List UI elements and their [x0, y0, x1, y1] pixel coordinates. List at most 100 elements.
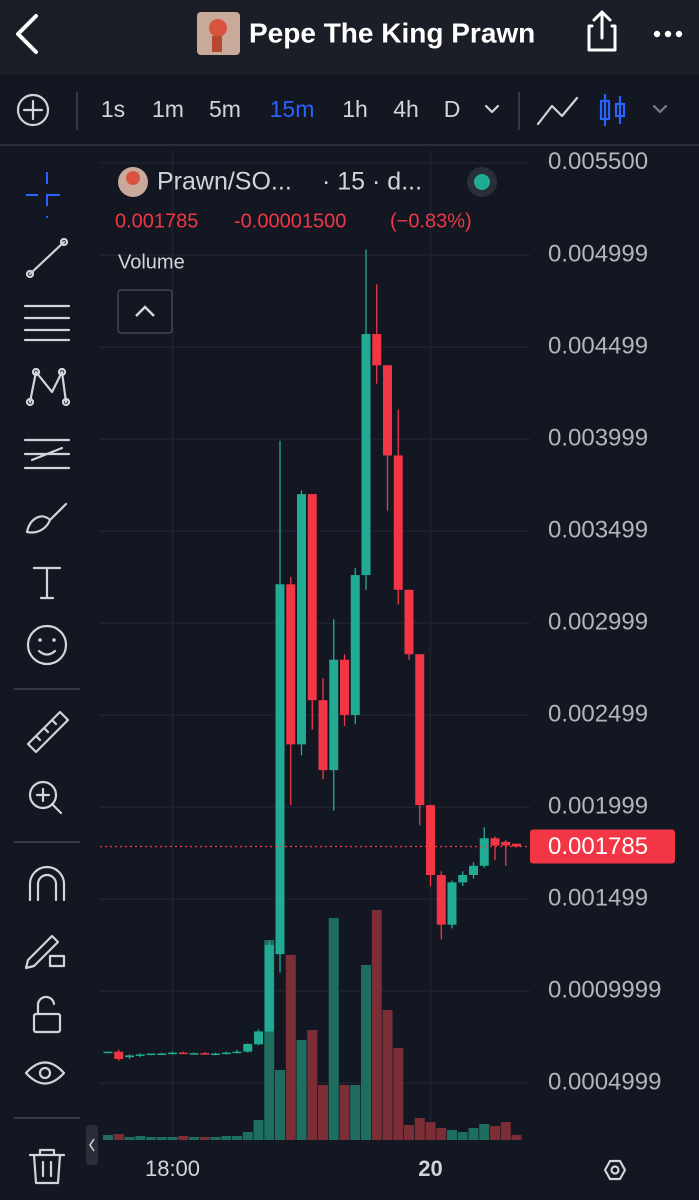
volume-bar — [296, 1040, 307, 1140]
crosshair-tool[interactable] — [26, 172, 68, 218]
sidebar-toggle[interactable] — [86, 1125, 98, 1165]
candle-body — [426, 805, 435, 876]
y-tick-label: 0.004999 — [548, 240, 648, 267]
candle-body — [221, 1052, 231, 1055]
drawing-sidebar — [14, 172, 80, 1185]
brush-tool[interactable] — [25, 502, 68, 534]
y-tick-label: 0.001499 — [548, 884, 648, 911]
price-change-pct: (−0.83%) — [390, 210, 472, 232]
candle-body — [135, 1054, 145, 1056]
magnet-tool[interactable] — [28, 865, 66, 902]
symbol-legend: Prawn/SO... · 15 · d... 0.001785 -0.0000… — [115, 167, 497, 334]
volume-bar — [135, 1136, 146, 1140]
interval-option[interactable]: 1m — [152, 96, 184, 122]
share-button[interactable] — [587, 10, 617, 52]
volume-bar — [156, 1137, 167, 1140]
candle-body — [168, 1052, 177, 1055]
line-chart-button[interactable] — [536, 96, 579, 126]
header-bar — [0, 0, 699, 75]
interval-dropdown[interactable] — [484, 104, 500, 114]
y-tick-label: 0.0009999 — [548, 976, 661, 1003]
volume-bar — [436, 1128, 447, 1140]
candle-body — [383, 365, 392, 456]
back-button[interactable] — [16, 14, 38, 54]
volume-bar — [199, 1137, 210, 1140]
candle-body — [458, 875, 468, 883]
candle-body — [157, 1053, 167, 1056]
candle-body — [307, 494, 317, 701]
interval-option[interactable]: 4h — [393, 96, 419, 122]
volume-bar — [447, 1130, 457, 1140]
volume-bar — [500, 1122, 511, 1140]
volume-bar — [393, 1048, 404, 1140]
volume-series — [103, 910, 522, 1140]
y-tick-label: 0.003499 — [548, 516, 648, 543]
last-price: 0.001785 — [115, 210, 198, 232]
ruler-tool[interactable] — [26, 710, 70, 754]
candle-chart-button[interactable] — [599, 94, 626, 126]
volume-bar — [328, 918, 339, 1140]
market-status — [474, 174, 490, 190]
lock-drawing-tool[interactable] — [24, 934, 66, 970]
candle-body — [512, 843, 521, 847]
candle-body — [469, 865, 478, 876]
interval-option[interactable]: 1s — [101, 96, 125, 122]
settings-button[interactable] — [603, 1159, 627, 1181]
y-tick-label: 0.005500 — [548, 148, 648, 175]
candle-body — [479, 838, 489, 866]
zoom-tool[interactable] — [28, 780, 63, 815]
last-price-badge — [530, 829, 675, 864]
candle-body — [114, 1051, 124, 1060]
volume-bar — [425, 1122, 436, 1140]
volume-bar — [210, 1137, 221, 1140]
volume-bar — [307, 1030, 318, 1140]
sidebar-toggle-arrow — [89, 1138, 95, 1152]
pattern-tool[interactable] — [25, 367, 71, 407]
volume-label: Volume — [118, 251, 185, 273]
candle-body — [329, 659, 339, 771]
candle-body — [297, 494, 306, 745]
volume-bar — [232, 1136, 242, 1140]
chart-type-dropdown[interactable] — [652, 104, 668, 114]
volume-bar — [253, 1120, 264, 1140]
volume-bar — [350, 1085, 361, 1140]
add-indicator-button[interactable] — [16, 93, 50, 127]
volume-bar — [285, 955, 296, 1140]
y-tick-label: 0.002499 — [548, 700, 648, 727]
interval-list: 1s 1m 5m 15m 1h 4h D — [101, 96, 460, 122]
volume-bar — [318, 1085, 328, 1140]
candle-body — [318, 700, 328, 771]
unlock-tool[interactable] — [32, 995, 62, 1034]
candle-body — [254, 1031, 263, 1045]
interval-option[interactable]: D — [444, 96, 461, 122]
volume-bar — [124, 1137, 135, 1140]
trend-line-tool[interactable] — [25, 237, 69, 279]
volume-bar — [468, 1128, 479, 1140]
candle-body — [125, 1055, 134, 1058]
fib-tool[interactable] — [23, 304, 71, 342]
collapse-button[interactable] — [117, 289, 173, 334]
text-tool[interactable] — [32, 566, 62, 600]
interval-option[interactable]: 1h — [342, 96, 368, 122]
symbol-avatar-detail — [126, 171, 140, 185]
volume-bar — [490, 1126, 500, 1140]
candle-body — [243, 1043, 253, 1052]
emoji-tool[interactable] — [26, 624, 68, 666]
y-tick-label: 0.002999 — [548, 608, 648, 635]
visibility-tool[interactable] — [24, 1061, 66, 1085]
volume-bar — [404, 1125, 414, 1140]
delete-tool[interactable] — [28, 1148, 66, 1185]
candle-series — [100, 249, 530, 1061]
last-price-label: 0.001785 — [548, 833, 648, 860]
candle-body — [447, 882, 457, 925]
volume-bar — [361, 965, 371, 1140]
volume-bar — [371, 910, 382, 1140]
volume-bar — [113, 1134, 124, 1140]
forecast-tool[interactable] — [23, 438, 71, 470]
candle-body — [232, 1051, 242, 1054]
volume-bar — [242, 1132, 253, 1140]
interval-option[interactable]: 15m — [270, 96, 315, 122]
interval-option[interactable]: 5m — [209, 96, 241, 122]
more-button[interactable] — [653, 30, 683, 38]
